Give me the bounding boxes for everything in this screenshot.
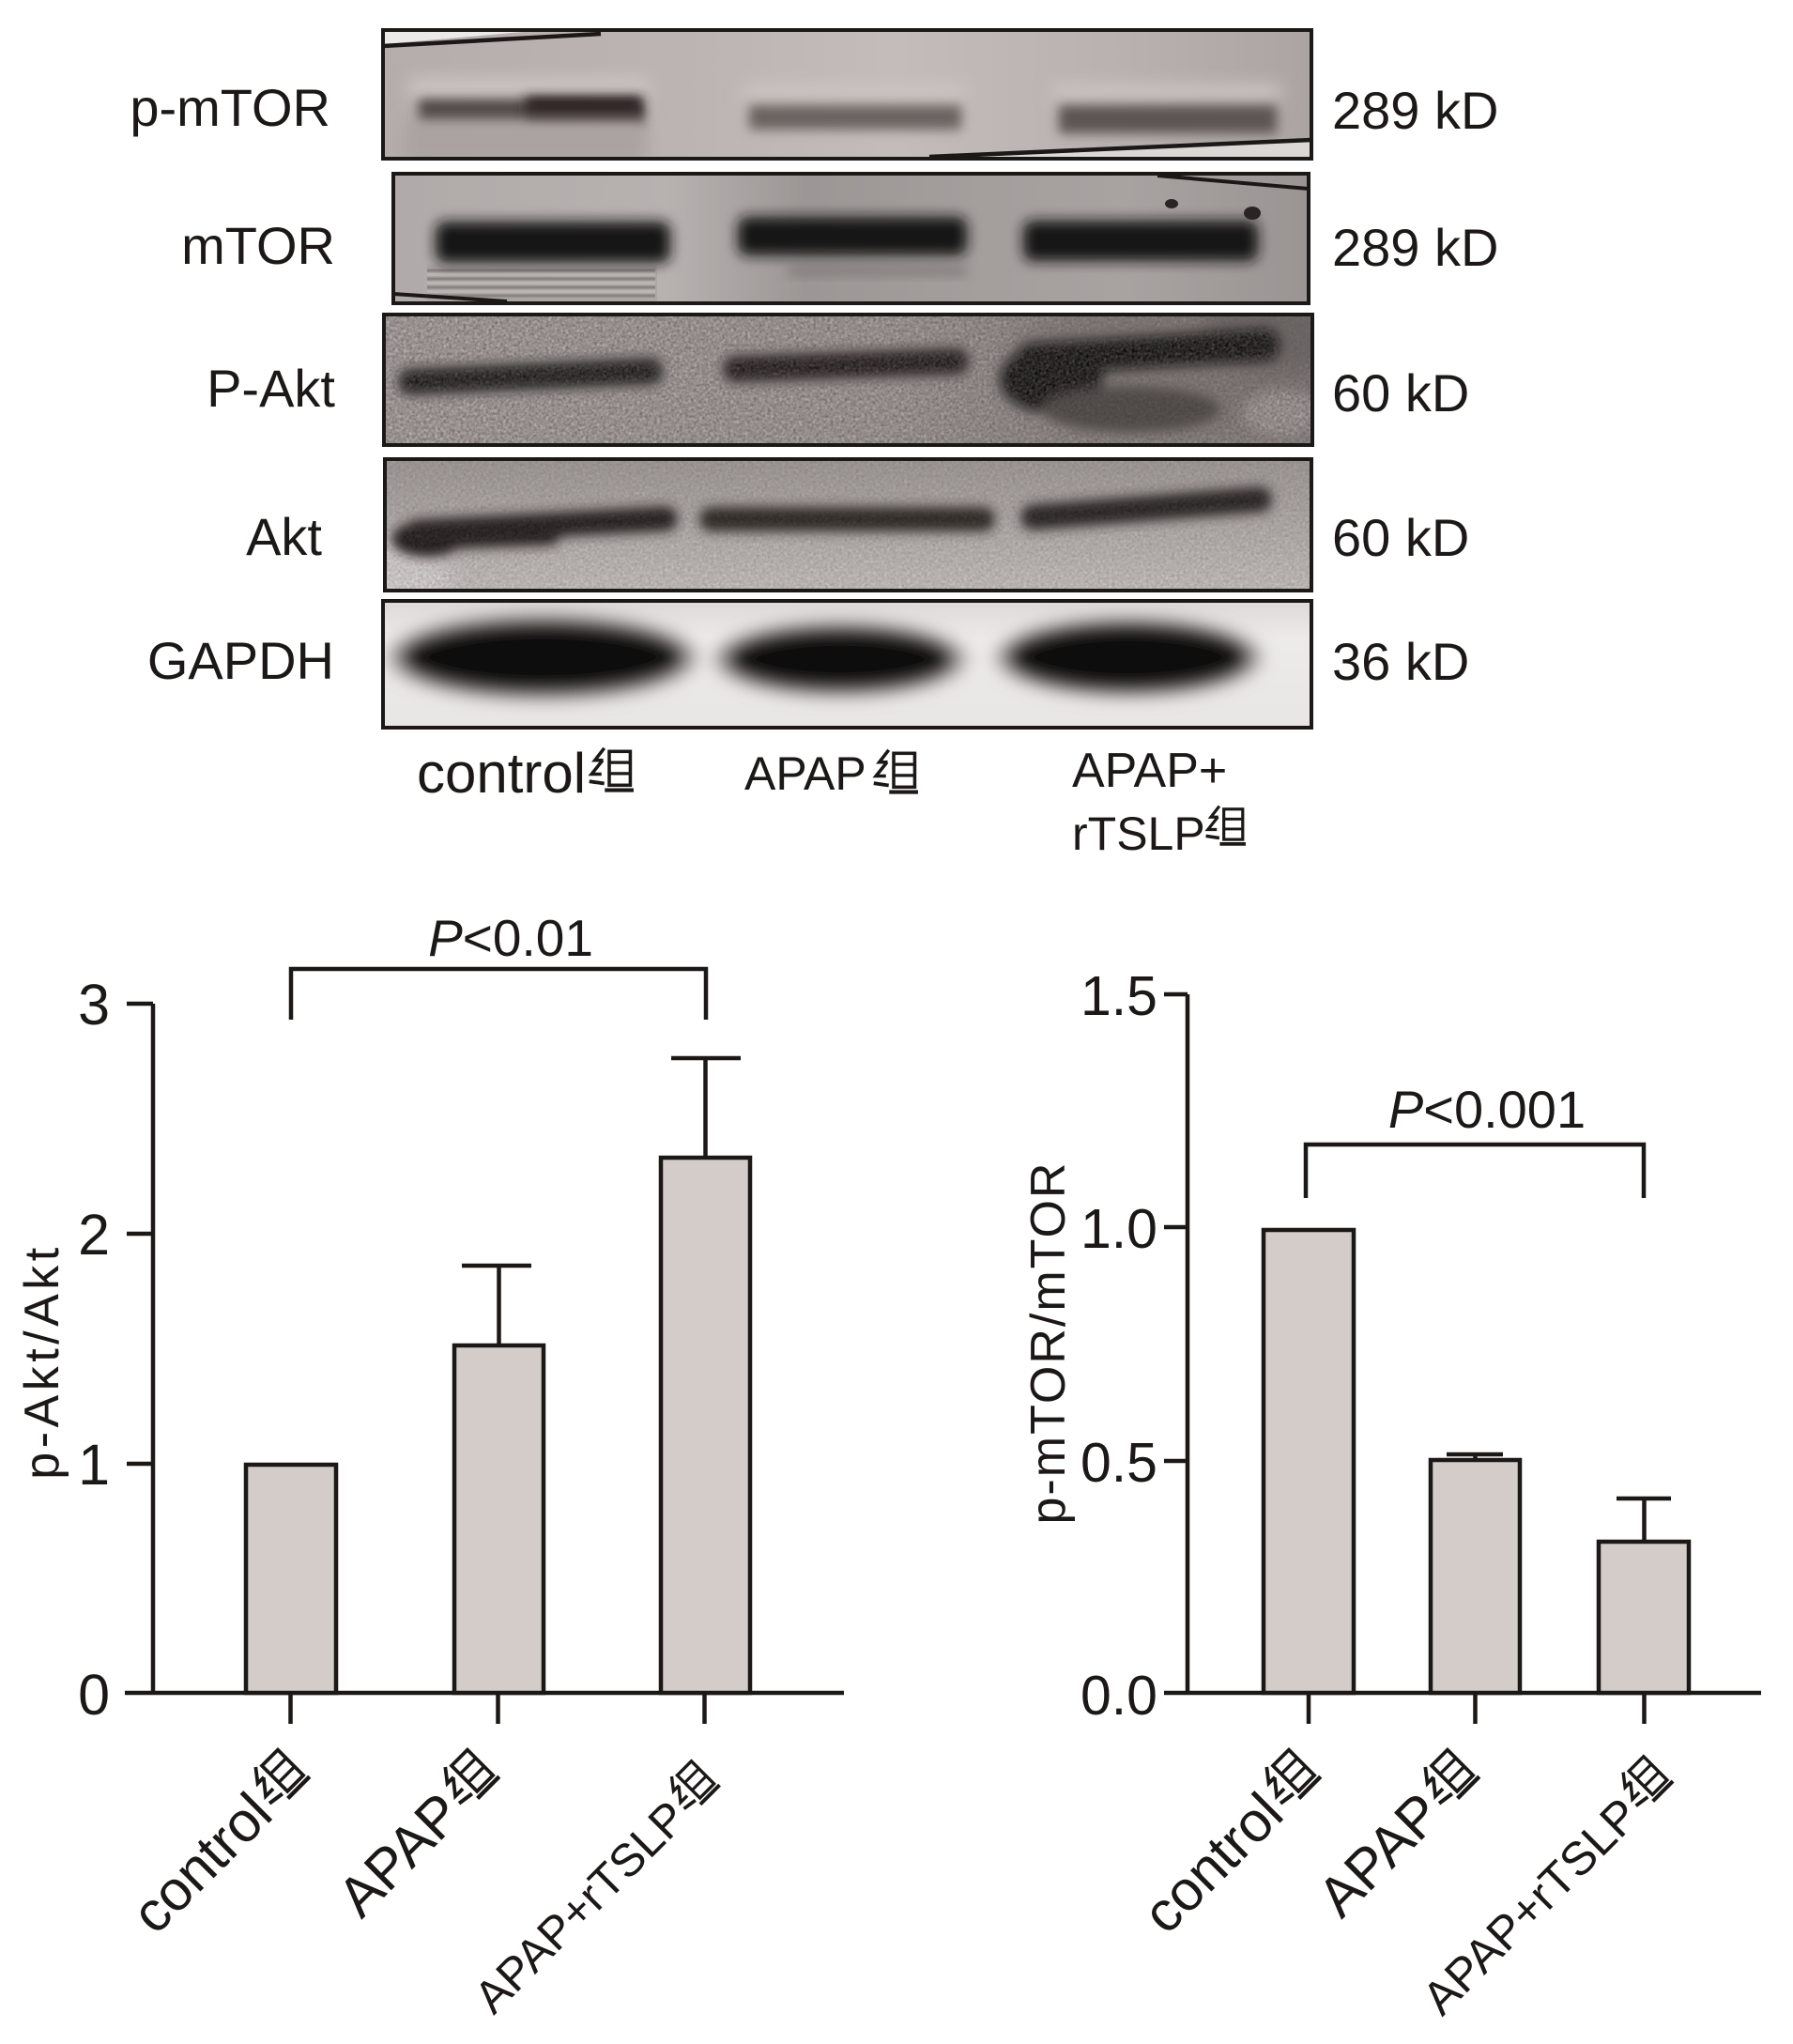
svg-text:control: control (417, 742, 586, 805)
svg-text:1.5: 1.5 (1080, 965, 1157, 1027)
svg-text:GAPDH: GAPDH (147, 631, 334, 690)
svg-text:p-mTOR: p-mTOR (130, 78, 330, 137)
svg-text:60 kD: 60 kD (1332, 508, 1469, 567)
svg-text:control: control (119, 1781, 284, 1945)
svg-text:1: 1 (78, 1433, 110, 1497)
svg-text:control: control (1130, 1781, 1295, 1945)
svg-text:0.5: 0.5 (1080, 1432, 1157, 1494)
svg-text:289 kD: 289 kD (1332, 218, 1498, 277)
svg-text:36 kD: 36 kD (1332, 632, 1469, 691)
svg-text:APAP: APAP (744, 747, 866, 800)
svg-text:rTSLP: rTSLP (1072, 807, 1205, 860)
svg-text:APAP: APAP (1306, 1781, 1453, 1929)
svg-text:p-mTOR/mTOR: p-mTOR/mTOR (1021, 1161, 1076, 1525)
svg-text:P<0.001: P<0.001 (1388, 1080, 1586, 1139)
svg-text:APAP: APAP (326, 1781, 473, 1929)
svg-text:60 kD: 60 kD (1332, 363, 1469, 423)
svg-text:289 kD: 289 kD (1332, 81, 1498, 140)
svg-text:0: 0 (78, 1663, 110, 1727)
svg-text:APAP+: APAP+ (1072, 744, 1227, 798)
svg-text:P<0.01: P<0.01 (428, 909, 593, 967)
svg-text:0.0: 0.0 (1080, 1665, 1157, 1727)
svg-text:1.0: 1.0 (1080, 1198, 1157, 1260)
svg-text:APAP+rTSLP: APAP+rTSLP (466, 1791, 697, 2022)
svg-text:mTOR: mTOR (181, 216, 335, 275)
svg-text:P-Akt: P-Akt (207, 359, 335, 418)
svg-text:2: 2 (78, 1203, 110, 1267)
svg-text:p-Akt/Akt: p-Akt/Akt (15, 1243, 69, 1479)
svg-text:Akt: Akt (246, 507, 322, 566)
svg-text:3: 3 (78, 973, 110, 1037)
